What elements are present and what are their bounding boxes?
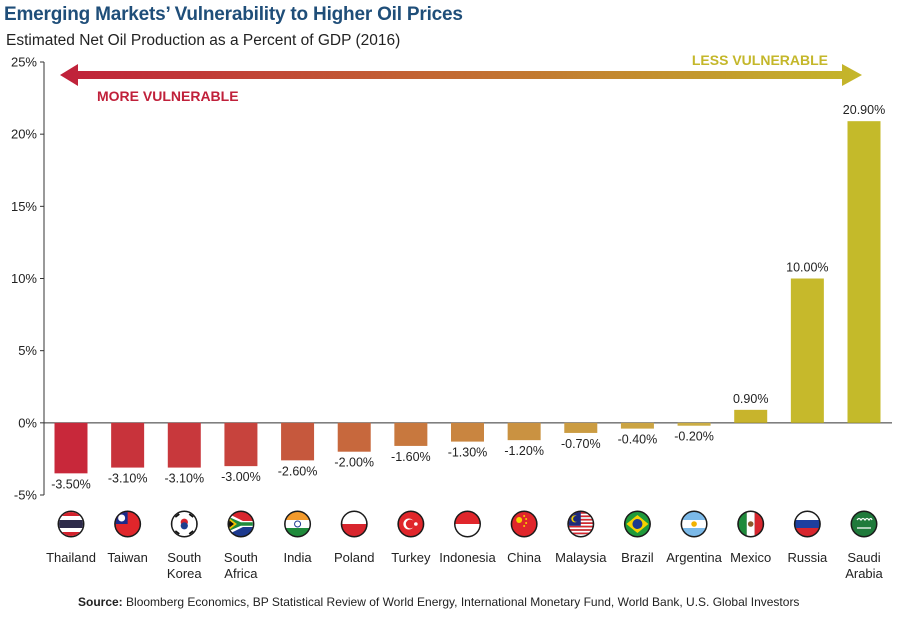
flag-fill: [172, 512, 197, 536]
flag-fill: [342, 512, 367, 536]
flag-fill: [512, 512, 537, 536]
source-prefix: Source:: [78, 595, 123, 609]
flag-fill: [852, 512, 876, 536]
bar: [167, 422, 201, 468]
bar: [790, 278, 824, 423]
flag-fill: [59, 512, 83, 536]
category-label: Korea: [167, 566, 202, 581]
source-text: Bloomberg Economics, BP Statistical Revi…: [122, 595, 800, 609]
vulnerability-arrow: [60, 64, 862, 86]
category-label: India: [283, 550, 312, 565]
data-label: -2.60%: [278, 464, 318, 478]
category-label: Saudi: [847, 550, 880, 565]
category-label: Mexico: [730, 550, 771, 565]
category-label: Malaysia: [555, 550, 607, 565]
data-label: -0.40%: [618, 433, 658, 447]
y-tick-label: -5%: [14, 488, 38, 503]
category-label: Brazil: [621, 550, 654, 565]
category-label: Turkey: [391, 550, 431, 565]
data-label: -1.60%: [391, 450, 431, 464]
turkey-flag-icon: [397, 510, 425, 538]
category-label: Africa: [224, 566, 258, 581]
y-tick-label: 20%: [11, 127, 37, 142]
y-tick-label: 15%: [11, 199, 37, 214]
data-label: -0.20%: [674, 430, 714, 444]
category-label: Taiwan: [107, 550, 147, 565]
mexico-flag-icon: [737, 510, 765, 538]
more-vulnerable-label: MORE VULNERABLE: [97, 88, 239, 104]
bar: [507, 422, 541, 441]
category-label: China: [507, 550, 542, 565]
bar: [564, 422, 598, 433]
flag-fill: [795, 512, 820, 536]
saudi-arabia-flag-icon: [850, 510, 878, 538]
flag-fill: [738, 512, 763, 536]
data-label: -3.50%: [51, 477, 91, 491]
india-flag-icon: [284, 510, 312, 538]
y-tick-label: 5%: [18, 343, 37, 358]
data-label: -1.30%: [448, 446, 488, 460]
source-note: Source: Bloomberg Economics, BP Statisti…: [78, 595, 799, 609]
less-vulnerable-label: LESS VULNERABLE: [692, 52, 828, 68]
bar: [54, 422, 88, 474]
category-label: Arabia: [845, 566, 883, 581]
category-label: South: [224, 550, 258, 565]
bar: [451, 422, 484, 442]
south-korea-flag-icon: [170, 510, 198, 538]
taiwan-flag-icon: [114, 510, 142, 538]
bar: [847, 121, 881, 423]
data-label: -2.00%: [334, 456, 374, 470]
russia-flag-icon: [793, 510, 821, 538]
flag-fill: [228, 512, 253, 536]
data-label: -3.00%: [221, 470, 261, 484]
bar: [337, 422, 371, 452]
bar: [281, 422, 315, 461]
category-label: Argentina: [666, 550, 722, 565]
bar: [394, 422, 428, 446]
malaysia-flag-icon: [567, 510, 595, 538]
poland-flag-icon: [340, 510, 368, 538]
flag-fill: [398, 512, 423, 536]
data-label: 0.90%: [733, 392, 768, 406]
category-label: Russia: [787, 550, 828, 565]
bar: [734, 409, 768, 423]
bar: [620, 422, 654, 429]
flag-fill: [682, 512, 707, 536]
bar: [677, 422, 711, 426]
bar: [224, 422, 258, 467]
argentina-flag-icon: [680, 510, 708, 538]
data-label: -0.70%: [561, 437, 601, 451]
data-label: -3.10%: [164, 472, 204, 486]
category-label: South: [167, 550, 201, 565]
category-label: Poland: [334, 550, 374, 565]
bar: [111, 422, 145, 468]
flag-fill: [455, 512, 480, 536]
indonesia-flag-icon: [454, 510, 481, 538]
y-tick-label: 10%: [11, 271, 37, 286]
flag-fill: [568, 512, 593, 536]
data-label: 10.00%: [786, 261, 828, 275]
y-tick-label: 25%: [11, 55, 37, 70]
chart-title: Emerging Markets’ Vulnerability to Highe…: [4, 4, 463, 25]
chart-subtitle: Estimated Net Oil Production as a Percen…: [6, 32, 401, 49]
category-label: Thailand: [46, 550, 96, 565]
flag-fill: [625, 512, 650, 536]
flag-fill: [285, 512, 310, 536]
thailand-flag-icon: [57, 510, 85, 538]
china-flag-icon: [510, 510, 538, 538]
y-tick-label: 0%: [18, 415, 37, 430]
data-label: 20.90%: [843, 103, 885, 117]
south-africa-flag-icon: [227, 510, 255, 538]
flag-fill: [115, 512, 140, 536]
data-label: -3.10%: [108, 472, 148, 486]
data-label: -1.20%: [504, 444, 544, 458]
brazil-flag-icon: [623, 510, 651, 538]
category-label: Indonesia: [439, 550, 496, 565]
